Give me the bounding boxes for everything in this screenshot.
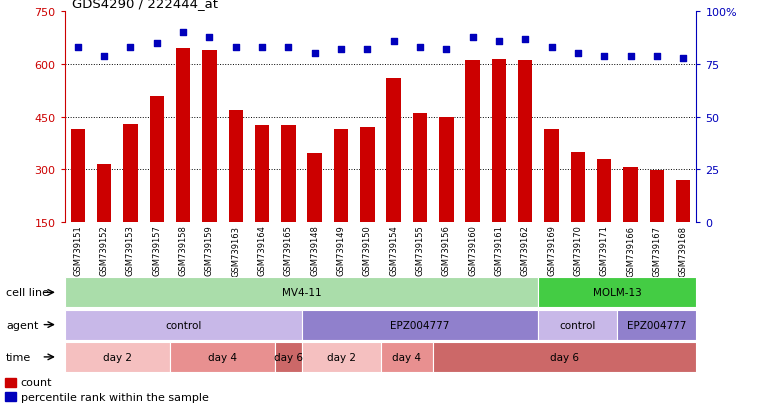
Bar xyxy=(571,152,585,275)
Text: control: control xyxy=(559,320,596,330)
Text: day 2: day 2 xyxy=(326,352,355,362)
Text: agent: agent xyxy=(6,320,39,330)
Bar xyxy=(334,130,349,275)
Point xyxy=(203,34,215,41)
Bar xyxy=(97,164,111,275)
Bar xyxy=(301,342,380,372)
Bar xyxy=(360,128,374,275)
Bar xyxy=(65,342,170,372)
Bar xyxy=(650,171,664,275)
Text: MV4-11: MV4-11 xyxy=(282,287,321,298)
Point xyxy=(493,38,505,45)
Text: time: time xyxy=(6,352,31,362)
Point xyxy=(546,45,558,51)
Bar xyxy=(387,79,401,275)
Point xyxy=(256,45,268,51)
Bar xyxy=(466,62,480,275)
Text: control: control xyxy=(165,320,202,330)
Point xyxy=(440,47,452,53)
Bar xyxy=(539,278,696,307)
Bar xyxy=(597,159,611,275)
Point xyxy=(177,30,189,37)
Point xyxy=(335,47,347,53)
Bar xyxy=(439,117,454,275)
Point xyxy=(519,36,531,43)
Bar xyxy=(202,51,217,275)
Point xyxy=(309,51,321,58)
Bar xyxy=(255,126,269,275)
Point xyxy=(466,34,479,41)
Text: EPZ004777: EPZ004777 xyxy=(627,320,686,330)
Bar xyxy=(518,62,533,275)
Bar xyxy=(281,126,295,275)
Bar xyxy=(228,110,243,275)
Point xyxy=(677,55,689,62)
Bar xyxy=(71,130,85,275)
Bar xyxy=(150,96,164,275)
Point xyxy=(282,45,295,51)
Bar xyxy=(307,154,322,275)
Bar xyxy=(539,310,617,339)
Point xyxy=(98,53,110,60)
Point xyxy=(151,40,163,47)
Bar xyxy=(5,378,16,387)
Bar xyxy=(433,342,696,372)
Point xyxy=(414,45,426,51)
Point xyxy=(387,38,400,45)
Bar xyxy=(544,130,559,275)
Point xyxy=(361,47,374,53)
Bar xyxy=(301,310,539,339)
Bar xyxy=(275,342,301,372)
Point xyxy=(230,45,242,51)
Text: percentile rank within the sample: percentile rank within the sample xyxy=(21,392,209,402)
Text: cell line: cell line xyxy=(6,287,49,298)
Point xyxy=(598,53,610,60)
Bar xyxy=(617,310,696,339)
Point xyxy=(124,45,136,51)
Bar xyxy=(123,124,138,275)
Bar xyxy=(623,168,638,275)
Bar xyxy=(676,181,690,275)
Text: EPZ004777: EPZ004777 xyxy=(390,320,450,330)
Point xyxy=(625,53,637,60)
Text: day 6: day 6 xyxy=(274,352,303,362)
Bar xyxy=(412,114,427,275)
Bar xyxy=(176,49,190,275)
Text: day 6: day 6 xyxy=(550,352,579,362)
Bar xyxy=(5,392,16,401)
Bar xyxy=(170,342,275,372)
Text: count: count xyxy=(21,377,52,387)
Text: day 2: day 2 xyxy=(103,352,132,362)
Text: MOLM-13: MOLM-13 xyxy=(593,287,642,298)
Bar xyxy=(380,342,433,372)
Point xyxy=(651,53,663,60)
Bar xyxy=(65,278,539,307)
Point xyxy=(572,51,584,58)
Bar xyxy=(65,310,301,339)
Text: day 4: day 4 xyxy=(208,352,237,362)
Text: GDS4290 / 222444_at: GDS4290 / 222444_at xyxy=(72,0,218,10)
Text: day 4: day 4 xyxy=(393,352,422,362)
Bar xyxy=(492,59,506,275)
Point xyxy=(72,45,84,51)
